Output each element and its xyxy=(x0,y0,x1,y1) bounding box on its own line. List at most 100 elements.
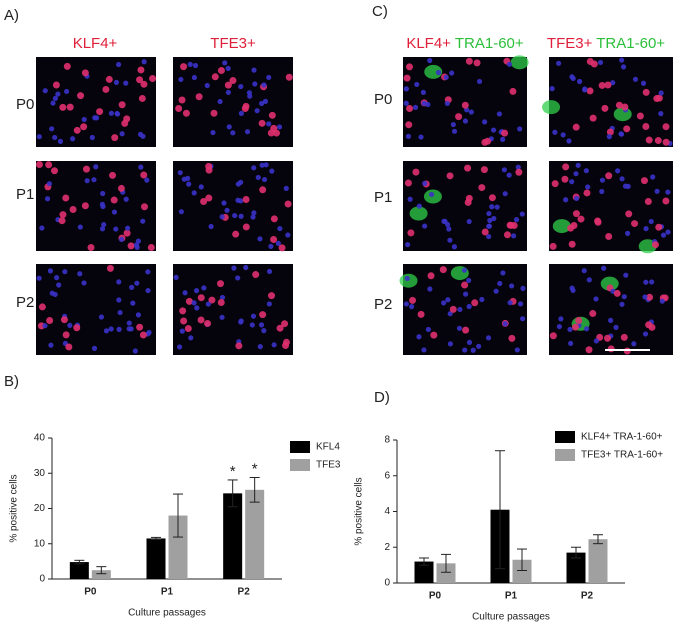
stain-name: KLF4+ xyxy=(406,35,451,52)
row-label: P2 xyxy=(16,294,34,311)
nucleus xyxy=(466,303,472,310)
nucleus xyxy=(642,123,650,131)
nucleus xyxy=(569,285,575,291)
nucleus xyxy=(658,90,664,96)
nucleus xyxy=(46,316,54,324)
nucleus xyxy=(649,279,655,285)
nucleus xyxy=(605,172,613,180)
nucleus xyxy=(271,342,277,348)
nucleus xyxy=(503,231,511,239)
nucleus xyxy=(269,168,275,174)
nucleus xyxy=(251,165,257,171)
error-bar xyxy=(249,476,260,503)
nucleus xyxy=(654,188,660,194)
nucleus xyxy=(204,82,210,89)
nucleus xyxy=(632,76,639,82)
nucleus xyxy=(125,225,131,231)
nucleus xyxy=(601,104,609,112)
nucleus xyxy=(238,213,244,219)
nucleus xyxy=(515,168,523,176)
nucleus xyxy=(36,134,42,140)
nucleus xyxy=(141,203,149,211)
error-bar xyxy=(419,557,429,566)
nucleus xyxy=(517,126,523,132)
nucleus xyxy=(193,288,200,294)
nucleus xyxy=(427,272,435,280)
nucleus xyxy=(447,237,453,243)
nucleus xyxy=(665,229,671,235)
nucleus xyxy=(229,77,237,85)
nucleus xyxy=(566,138,572,144)
nucleus xyxy=(77,271,83,277)
nucleus xyxy=(208,223,214,230)
nucleus xyxy=(188,335,194,341)
x-tick-label: P2 xyxy=(581,591,594,602)
micrograph xyxy=(173,57,293,147)
nucleus xyxy=(625,230,631,236)
nucleus xyxy=(82,165,90,173)
nucleus xyxy=(45,161,53,169)
error-bar xyxy=(74,559,85,565)
nucleus xyxy=(465,57,473,65)
nucleus xyxy=(62,269,68,275)
nucleus xyxy=(473,59,481,67)
nucleus xyxy=(268,292,276,300)
nucleus xyxy=(259,311,267,319)
annotation: * xyxy=(230,463,236,480)
nucleus xyxy=(192,62,199,69)
micrograph xyxy=(403,55,529,147)
micrograph xyxy=(173,264,293,355)
nucleus xyxy=(266,121,272,127)
nucleus xyxy=(123,229,131,237)
nucleus xyxy=(636,112,644,120)
nucleus xyxy=(238,318,244,324)
nucleus xyxy=(488,194,496,202)
nucleus xyxy=(201,285,207,291)
nucleus xyxy=(466,339,473,346)
image-background xyxy=(36,264,156,355)
nucleus xyxy=(556,323,562,330)
stain-name: TRA1-60+ xyxy=(455,35,524,52)
legend-swatch xyxy=(290,441,310,453)
nucleus xyxy=(445,297,451,303)
nucleus xyxy=(225,65,231,71)
y-tick-label: 6 xyxy=(384,470,390,481)
nucleus xyxy=(268,243,274,250)
nucleus xyxy=(481,138,489,146)
nucleus xyxy=(640,80,647,86)
nucleus xyxy=(119,131,125,137)
nucleus xyxy=(50,100,56,106)
nucleus xyxy=(646,293,654,301)
nucleus xyxy=(507,221,515,229)
green-cell xyxy=(600,276,619,291)
error-bar xyxy=(495,450,505,570)
nucleus xyxy=(70,136,76,142)
nucleus xyxy=(42,323,48,329)
nucleus xyxy=(251,210,257,216)
nucleus xyxy=(117,309,123,316)
nucleus xyxy=(118,101,126,109)
error-bar xyxy=(173,493,183,538)
stain-name: TFE3+ xyxy=(547,35,593,52)
nucleus xyxy=(620,64,627,70)
nucleus xyxy=(489,204,495,210)
y-tick-label: 0 xyxy=(39,574,45,585)
nucleus xyxy=(476,343,482,349)
nucleus xyxy=(116,279,122,285)
nucleus xyxy=(425,326,431,333)
nucleus xyxy=(281,320,289,328)
micrograph xyxy=(36,57,157,147)
nucleus xyxy=(184,325,192,333)
nucleus xyxy=(52,134,58,141)
nucleus xyxy=(482,119,488,125)
nucleus xyxy=(471,299,479,307)
row-label: P2 xyxy=(374,296,392,313)
nucleus xyxy=(662,138,670,146)
nucleus xyxy=(185,175,191,181)
nucleus xyxy=(123,115,131,123)
nucleus xyxy=(187,61,193,67)
bar xyxy=(436,563,456,583)
nucleus xyxy=(77,92,85,100)
nucleus xyxy=(619,57,625,63)
nucleus xyxy=(561,175,569,183)
